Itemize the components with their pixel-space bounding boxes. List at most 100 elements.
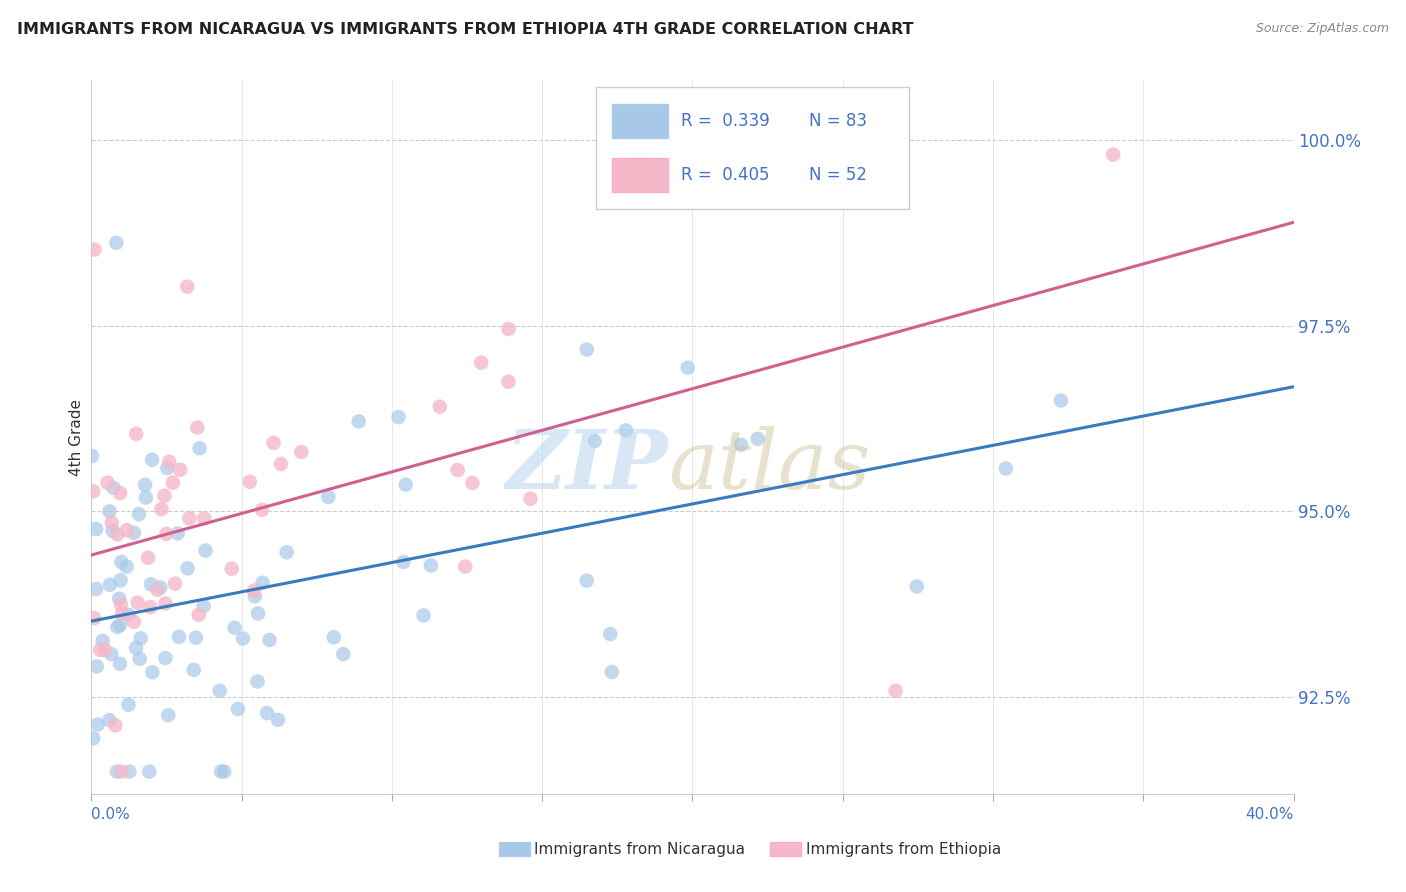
Point xyxy=(93,643,115,657)
Point xyxy=(1050,393,1073,408)
Point xyxy=(167,630,190,644)
Point xyxy=(108,486,131,500)
Point xyxy=(575,343,598,357)
Point xyxy=(256,706,278,720)
Point xyxy=(498,322,520,336)
Point xyxy=(194,543,217,558)
Point xyxy=(332,647,354,661)
Point xyxy=(115,559,138,574)
Point xyxy=(82,731,104,746)
Point xyxy=(188,441,211,455)
Point xyxy=(98,504,121,518)
Point xyxy=(276,545,298,559)
Point xyxy=(1102,147,1125,161)
Point xyxy=(103,481,125,495)
Point xyxy=(747,432,769,446)
Point xyxy=(155,651,177,665)
Point xyxy=(110,555,132,569)
Point xyxy=(129,632,152,646)
Point xyxy=(614,423,637,437)
Point xyxy=(162,475,184,490)
Point xyxy=(519,491,541,506)
Point xyxy=(730,438,752,452)
Point xyxy=(259,633,281,648)
Point xyxy=(193,511,215,525)
Point xyxy=(80,449,103,463)
Point xyxy=(239,475,262,489)
Text: 40.0%: 40.0% xyxy=(1246,807,1294,822)
Point xyxy=(232,632,254,646)
Point xyxy=(263,436,285,450)
Point xyxy=(135,491,157,505)
Point xyxy=(221,562,243,576)
Point xyxy=(82,484,104,499)
Point xyxy=(91,633,114,648)
Point xyxy=(599,627,621,641)
Point xyxy=(184,631,207,645)
Text: Source: ZipAtlas.com: Source: ZipAtlas.com xyxy=(1256,22,1389,36)
Point xyxy=(125,426,148,441)
Point xyxy=(392,555,415,569)
Text: Immigrants from Nicaragua: Immigrants from Nicaragua xyxy=(534,842,745,856)
Text: ZIP: ZIP xyxy=(506,425,668,506)
Point xyxy=(395,477,418,491)
Point xyxy=(252,575,274,590)
Point xyxy=(166,526,188,541)
Point xyxy=(905,579,928,593)
Point xyxy=(267,713,290,727)
Point xyxy=(250,503,273,517)
Point xyxy=(84,522,107,536)
Point xyxy=(108,618,131,632)
Point xyxy=(848,191,870,205)
Point xyxy=(419,558,441,573)
Point xyxy=(146,582,169,597)
Point xyxy=(110,764,132,779)
Point xyxy=(163,576,186,591)
Point xyxy=(115,523,138,537)
Point xyxy=(98,713,121,727)
Point xyxy=(243,583,266,598)
Text: atlas: atlas xyxy=(668,425,870,506)
Point xyxy=(122,615,145,629)
Point xyxy=(600,665,623,679)
Point xyxy=(101,516,124,530)
Point xyxy=(87,717,110,731)
Point xyxy=(100,647,122,661)
Point xyxy=(209,764,232,779)
Point xyxy=(183,663,205,677)
Point xyxy=(118,764,141,779)
Point xyxy=(470,356,492,370)
Point xyxy=(83,611,105,625)
Point xyxy=(583,434,606,449)
Point xyxy=(176,279,198,293)
Point xyxy=(994,461,1017,475)
Point xyxy=(110,574,132,588)
Point xyxy=(98,578,121,592)
Point xyxy=(157,455,180,469)
Point xyxy=(127,596,149,610)
Point xyxy=(157,708,180,723)
Point xyxy=(347,414,370,428)
Point xyxy=(150,502,173,516)
Point xyxy=(575,574,598,588)
Point xyxy=(105,527,128,541)
Point xyxy=(186,420,208,434)
Text: 0.0%: 0.0% xyxy=(91,807,131,822)
Point xyxy=(136,550,159,565)
Point xyxy=(246,674,269,689)
Point xyxy=(86,659,108,673)
Point xyxy=(111,607,134,621)
Point xyxy=(125,640,148,655)
Point xyxy=(270,457,292,471)
Point xyxy=(139,600,162,615)
Point xyxy=(676,360,699,375)
Y-axis label: 4th Grade: 4th Grade xyxy=(69,399,84,475)
Point xyxy=(117,698,139,712)
Point xyxy=(149,581,172,595)
Point xyxy=(141,665,163,680)
Point xyxy=(105,764,128,779)
Point xyxy=(193,599,215,614)
Point xyxy=(155,596,177,610)
Point xyxy=(454,559,477,574)
Point xyxy=(214,764,236,779)
